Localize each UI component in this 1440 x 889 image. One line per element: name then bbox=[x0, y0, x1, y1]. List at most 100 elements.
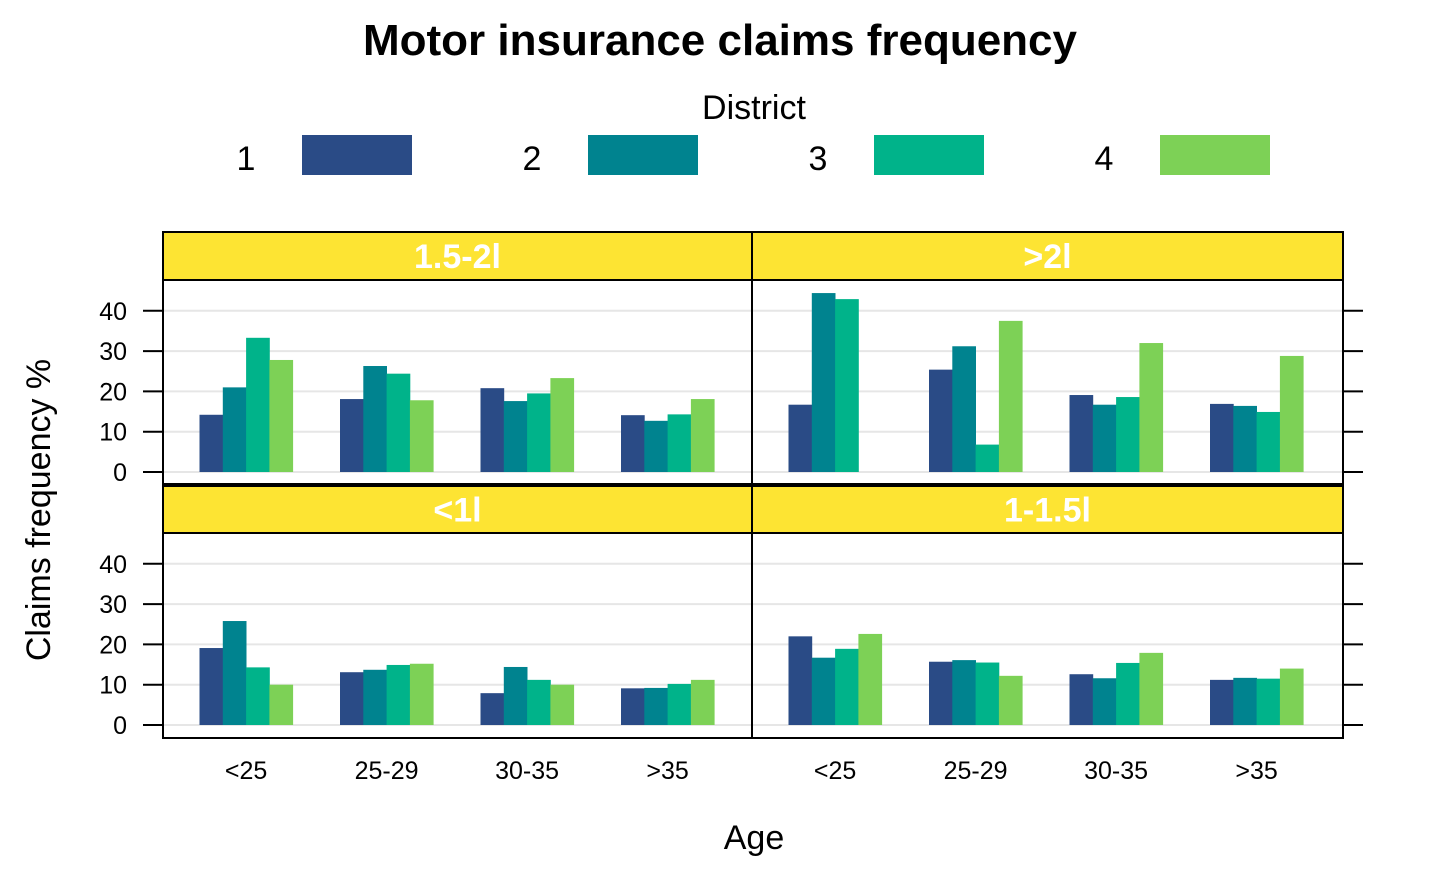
panel-strip bbox=[751, 485, 1344, 534]
bar-<1l->35-d3 bbox=[667, 683, 692, 725]
x-tick-label->35: >35 bbox=[1235, 757, 1277, 785]
bar-1.5-2l-30-35-d4 bbox=[550, 378, 575, 472]
bar-<1l->35-d2 bbox=[644, 687, 668, 725]
x-tick-label-<25: <25 bbox=[814, 757, 856, 785]
axes: 0 10 20 30 40 0 10 20 30 40 <25 25-29 30-35 >35 <25 25-… bbox=[99, 298, 1363, 785]
bar-<1l-<25-d4 bbox=[269, 684, 294, 725]
panel->2l: >2l bbox=[751, 231, 1344, 485]
bar-1-1.5l-<25-d1 bbox=[788, 636, 813, 725]
bar-<1l->35-d4 bbox=[690, 679, 715, 725]
bar-<1l-25-29-d3 bbox=[386, 664, 411, 725]
bar->2l-<25-d2 bbox=[811, 293, 836, 472]
bar->2l-30-35-d3 bbox=[1116, 397, 1140, 472]
bar-<1l-25-29-d1 bbox=[340, 672, 364, 725]
bar-1.5-2l-25-29-d4 bbox=[409, 400, 434, 472]
panel-border bbox=[751, 279, 1344, 485]
y-tick-label: 40 bbox=[99, 551, 127, 579]
y-tick-label: 10 bbox=[99, 672, 127, 700]
bar-<1l-<25-d2 bbox=[222, 621, 247, 725]
bar-1.5-2l->35-d3 bbox=[667, 414, 692, 472]
x-tick-label-30-35: 30-35 bbox=[495, 757, 559, 785]
bar-1-1.5l-25-29-d1 bbox=[929, 661, 953, 725]
y-tick-label: 0 bbox=[113, 459, 127, 487]
bar->2l->35-d4 bbox=[1279, 355, 1304, 472]
panel-strip-label: >2l bbox=[1023, 238, 1071, 276]
x-tick-label-25-29: 25-29 bbox=[355, 757, 419, 785]
bar->2l-25-29-d2 bbox=[952, 346, 976, 472]
bar->2l->35-d1 bbox=[1210, 403, 1234, 472]
bar-1-1.5l-<25-d2 bbox=[811, 657, 836, 725]
bar-1.5-2l-<25-d3 bbox=[246, 337, 270, 472]
bar-1.5-2l-30-35-d1 bbox=[480, 388, 505, 472]
x-tick-label-30-35: 30-35 bbox=[1084, 757, 1148, 785]
panel-strip bbox=[751, 231, 1344, 281]
panel-1-1.5l: 1-1.5l bbox=[751, 485, 1344, 739]
bar-1.5-2l-30-35-d3 bbox=[527, 393, 551, 472]
bar-1-1.5l->35-d1 bbox=[1210, 679, 1234, 725]
bar-<1l->35-d1 bbox=[621, 688, 645, 725]
x-tick-label->35: >35 bbox=[646, 757, 688, 785]
bar->2l-30-35-d4 bbox=[1139, 343, 1164, 472]
legend-swatch-4 bbox=[1160, 135, 1270, 175]
legend-swatch-1 bbox=[302, 135, 412, 175]
x-tick-label-<25: <25 bbox=[225, 757, 267, 785]
panel-strip bbox=[162, 231, 753, 281]
bar->2l->35-d3 bbox=[1256, 411, 1281, 472]
bar-1-1.5l-25-29-d3 bbox=[975, 662, 1000, 725]
bar-1-1.5l->35-d2 bbox=[1233, 677, 1257, 725]
bar-<1l-30-35-d4 bbox=[550, 684, 575, 725]
bar-1-1.5l-<25-d4 bbox=[858, 633, 883, 725]
bar-1.5-2l-25-29-d3 bbox=[386, 373, 411, 472]
bar-1.5-2l-25-29-d1 bbox=[340, 399, 364, 472]
panels: 1.5-2l >2l <1l 1-1.5l bbox=[162, 231, 1344, 739]
y-tick-label: 30 bbox=[99, 338, 127, 366]
bar-1.5-2l-<25-d2 bbox=[222, 387, 247, 472]
bar->2l-25-29-d3 bbox=[975, 444, 1000, 472]
bar-1.5-2l-30-35-d2 bbox=[503, 401, 528, 472]
bar-<1l-30-35-d3 bbox=[527, 679, 551, 725]
bar-1-1.5l->35-d3 bbox=[1256, 678, 1281, 725]
bar-1.5-2l-25-29-d2 bbox=[363, 366, 387, 472]
bar-<1l-<25-d3 bbox=[246, 667, 270, 725]
bar-1.5-2l->35-d2 bbox=[644, 420, 668, 472]
bar-1-1.5l-30-35-d4 bbox=[1139, 652, 1164, 725]
bar-1-1.5l-25-29-d2 bbox=[952, 660, 976, 725]
bar-1.5-2l->35-d4 bbox=[690, 399, 715, 472]
bar-<1l-30-35-d2 bbox=[503, 666, 528, 725]
bar-<1l-30-35-d1 bbox=[480, 693, 505, 725]
bar-1-1.5l-30-35-d1 bbox=[1069, 674, 1094, 725]
legend-label-3: 3 bbox=[809, 140, 828, 178]
x-axis-label: Age bbox=[724, 819, 785, 857]
panel-border bbox=[751, 532, 1344, 739]
y-tick-label: 20 bbox=[99, 378, 127, 406]
y-axis-label: Claims frequency % bbox=[20, 359, 58, 661]
bar-1-1.5l->35-d4 bbox=[1279, 668, 1304, 725]
bar->2l-30-35-d2 bbox=[1092, 404, 1117, 472]
y-tick-label: 10 bbox=[99, 419, 127, 447]
bar->2l-<25-d3 bbox=[835, 299, 859, 472]
legend: 1 2 3 4 bbox=[237, 135, 1270, 178]
legend-label-2: 2 bbox=[523, 140, 542, 178]
legend-swatch-3 bbox=[874, 135, 984, 175]
bar-1-1.5l-<25-d3 bbox=[835, 648, 859, 725]
bar-<1l-<25-d1 bbox=[199, 648, 224, 725]
legend-swatch-2 bbox=[588, 135, 698, 175]
bar->2l-25-29-d4 bbox=[998, 320, 1023, 472]
y-tick-label: 0 bbox=[113, 712, 127, 740]
bar-<1l-25-29-d4 bbox=[409, 663, 434, 725]
bar-1.5-2l-<25-d4 bbox=[269, 359, 294, 472]
x-tick-label-25-29: 25-29 bbox=[944, 757, 1008, 785]
chart-title: Motor insurance claims frequency bbox=[363, 16, 1078, 65]
panel-strip-label: 1-1.5l bbox=[1004, 492, 1091, 530]
bar-1-1.5l-25-29-d4 bbox=[998, 675, 1023, 725]
panel-<1l: <1l bbox=[162, 485, 753, 739]
y-tick-label: 30 bbox=[99, 591, 127, 619]
bar->2l-30-35-d1 bbox=[1069, 395, 1094, 472]
panel-strip-label: 1.5-2l bbox=[414, 238, 501, 276]
y-tick-label: 20 bbox=[99, 631, 127, 659]
legend-title: District bbox=[702, 89, 806, 127]
bar-1-1.5l-30-35-d3 bbox=[1116, 662, 1140, 725]
bar->2l-25-29-d1 bbox=[929, 369, 953, 472]
bar-<1l-25-29-d2 bbox=[363, 669, 387, 725]
